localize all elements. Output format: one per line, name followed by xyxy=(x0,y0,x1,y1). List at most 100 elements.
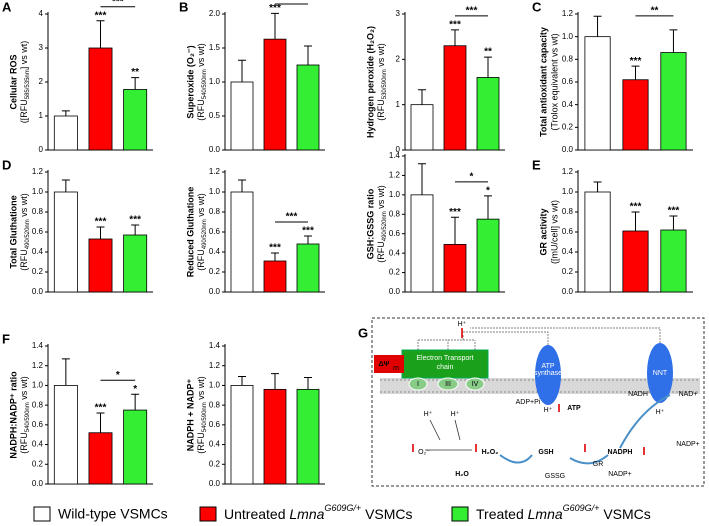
error-bar xyxy=(238,376,246,386)
diagram-label: ATP xyxy=(541,363,554,370)
significance: *** xyxy=(95,403,107,414)
diagram-label: IV xyxy=(472,381,479,388)
bar xyxy=(410,104,434,151)
panel-letter: B xyxy=(179,0,188,14)
y-tick-label: 0.6 xyxy=(209,227,221,236)
panel-letter: D xyxy=(2,157,11,172)
diagram-label: GSH xyxy=(538,449,553,456)
complex xyxy=(465,377,485,391)
y-tick-label: 1.2 xyxy=(209,167,221,176)
chart-panel: 0.0 0.2 0.4 0.6 0.8 1.0 1.2 1.4 NADPH:NADP⁺ rati… xyxy=(2,331,153,488)
chart-panel: 0.0 0.2 0.4 0.6 0.8 1.0 1.2 GR activity ([mU/cel… xyxy=(532,157,693,296)
bracket-significance: *** xyxy=(112,0,124,7)
y-axis-subtitle: (RFU530/590nm vs wt) xyxy=(376,43,387,121)
error-bar xyxy=(61,110,70,116)
bar xyxy=(660,229,687,293)
legend-part: VSMCs xyxy=(599,506,650,522)
y-axis-subtitle-part: vs wt) xyxy=(376,185,386,211)
diagram-label: ΔΨ xyxy=(379,361,390,368)
error-bar xyxy=(418,89,426,105)
chart-panel: 0.0 0.2 0.4 0.6 0.8 1.0 1.2 Total Gluthatione (R… xyxy=(2,157,153,296)
bar xyxy=(296,243,320,293)
legend-label: Treated LmnaG609G/+ VSMCs xyxy=(476,503,651,521)
error-bar xyxy=(61,358,70,386)
y-axis-title: Cellular ROS xyxy=(8,54,18,109)
y-axis-title: Reduced Gluthatione xyxy=(185,187,195,278)
y-axis-subtitle-part: (RFU xyxy=(196,249,206,271)
significance: ** xyxy=(131,67,139,78)
error-bar xyxy=(271,252,279,261)
y-tick-label: 0.2 xyxy=(209,459,221,468)
diagram-label: O₂⁻ xyxy=(418,449,430,456)
y-axis-title: Total Gluthatione xyxy=(8,195,18,268)
y-axis-subtitle-part: (RFU xyxy=(196,99,206,121)
y-axis-subtitle-part: vs wt) xyxy=(196,43,206,69)
bracket-significance: ** xyxy=(651,6,659,17)
error-bar xyxy=(271,12,279,40)
y-tick-label: 1.2 xyxy=(389,171,401,180)
y-tick-label: 0.6 xyxy=(389,229,401,238)
error-bar xyxy=(631,65,640,80)
y-tick-label: 1.4 xyxy=(209,341,221,350)
legend-swatch xyxy=(451,506,469,522)
bracket-significance: * xyxy=(290,0,294,5)
legend-label: Wild-type VSMCs xyxy=(58,506,168,522)
bar xyxy=(88,47,113,151)
y-tick-label: 0.6 xyxy=(32,420,44,429)
y-tick-label: 2 xyxy=(396,54,401,63)
bar xyxy=(443,243,467,293)
y-tick-label: 4 xyxy=(39,9,44,18)
y-tick-label: 0.4 xyxy=(562,100,574,109)
y-tick-label: 1.2 xyxy=(562,9,574,18)
significance: *** xyxy=(668,206,680,217)
y-tick-label: 3 xyxy=(396,9,401,18)
significance: *** xyxy=(449,207,461,218)
y-tick-label: 0.4 xyxy=(562,247,574,256)
bar xyxy=(622,79,649,151)
y-tick-label: 0.8 xyxy=(389,209,401,218)
legend-part: Treated xyxy=(476,506,528,522)
nnt xyxy=(647,343,673,403)
significance: *** xyxy=(449,20,461,31)
y-tick-label: 0.0 xyxy=(389,287,401,296)
bar xyxy=(476,218,500,293)
y-tick-label: 0.8 xyxy=(32,207,44,216)
y-tick-label: 0.6 xyxy=(209,420,221,429)
significance: *** xyxy=(129,215,141,226)
y-axis-title: GSH:GSSG ratio xyxy=(365,188,375,259)
red-arrows xyxy=(397,328,645,455)
y-tick-label: 1.4 xyxy=(389,151,401,160)
bar xyxy=(584,36,611,151)
diagram-label: Electron Transport xyxy=(416,355,473,362)
bar xyxy=(410,194,434,293)
y-tick-label: 0.4 xyxy=(209,440,221,449)
complex xyxy=(437,377,459,391)
diagram-label: I xyxy=(417,381,419,388)
y-tick-label: 0.8 xyxy=(209,400,221,409)
y-tick-label: 2 xyxy=(39,77,44,86)
panel-letter: A xyxy=(2,0,12,14)
error-bar xyxy=(451,216,459,245)
y-axis-title: Total antioxidant capacity xyxy=(538,27,548,137)
chart-panel: 0.0 0.2 0.4 0.6 0.8 1.0 1.2 1.4 GSH:GSSG ratio (R… xyxy=(365,151,505,296)
bar xyxy=(263,38,287,151)
y-tick-label: 0.6 xyxy=(562,77,574,86)
panel-letter: G xyxy=(358,325,368,340)
bar xyxy=(660,52,687,151)
y-tick-label: 0 xyxy=(39,145,44,154)
error-bar xyxy=(61,179,70,192)
y-axis-subtitle-part: (RFU xyxy=(19,249,29,271)
y-axis-title: NADPH:NADP⁺ ratio xyxy=(8,371,18,459)
chart-panel: 0 1 2 3 Hydrogen peroxide (H₂O₂) (RFU530/590n… xyxy=(365,6,505,154)
diagram-label: m xyxy=(393,365,399,372)
significance: *** xyxy=(302,226,314,237)
panel-letter: E xyxy=(532,157,541,172)
significance: *** xyxy=(95,217,107,228)
y-axis-subtitle-part: vs wt) xyxy=(196,193,206,219)
y-tick-label: 1.2 xyxy=(32,361,44,370)
etc-box xyxy=(401,349,489,379)
error-bar xyxy=(131,77,140,90)
error-bar xyxy=(131,393,140,411)
significance: *** xyxy=(630,56,642,67)
y-tick-label: 0.4 xyxy=(209,247,221,256)
